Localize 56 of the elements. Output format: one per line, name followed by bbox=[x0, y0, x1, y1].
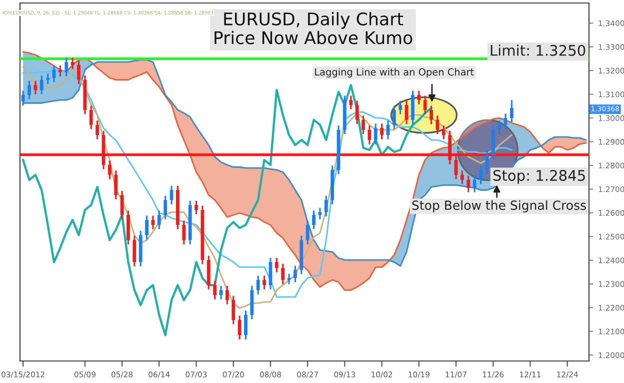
candlestick bbox=[417, 90, 421, 105]
candlestick bbox=[349, 94, 353, 110]
candlestick bbox=[287, 272, 291, 285]
candlestick bbox=[182, 220, 186, 246]
annotation: Stop Below the Signal Cross bbox=[412, 200, 586, 212]
candlestick bbox=[460, 170, 464, 185]
candlestick bbox=[466, 174, 470, 193]
candlestick bbox=[274, 257, 278, 274]
candlestick bbox=[355, 100, 359, 125]
candlestick bbox=[225, 285, 229, 306]
candlestick bbox=[423, 94, 427, 115]
candlestick bbox=[262, 274, 266, 290]
candlestick bbox=[498, 120, 502, 135]
candlestick bbox=[281, 263, 285, 285]
candlestick bbox=[145, 214, 148, 240]
candlestick bbox=[164, 194, 168, 220]
candlestick bbox=[256, 274, 260, 296]
candlestick bbox=[64, 57, 68, 78]
candlestick bbox=[77, 60, 80, 85]
candlestick bbox=[28, 80, 31, 100]
candlestick bbox=[374, 122, 378, 146]
text: EURUSD, Daily Chart Price Now Above Kumo bbox=[214, 12, 412, 44]
candlestick bbox=[362, 114, 365, 135]
candlestick bbox=[430, 104, 433, 125]
candlestick bbox=[442, 124, 446, 140]
candlestick bbox=[213, 280, 217, 300]
candlestick bbox=[318, 207, 322, 220]
candlestick bbox=[294, 264, 297, 284]
candlestick bbox=[472, 174, 476, 193]
candlestick bbox=[157, 210, 161, 230]
candlestick bbox=[380, 122, 384, 140]
candlestick bbox=[479, 164, 482, 185]
candlestick bbox=[21, 90, 25, 106]
candlestick bbox=[398, 100, 402, 115]
ref-line-label: Limit: 1.3250 bbox=[490, 44, 586, 56]
candlestick bbox=[108, 160, 112, 180]
candlestick bbox=[510, 99, 514, 124]
candlestick bbox=[392, 104, 396, 130]
candlestick bbox=[70, 57, 74, 70]
candlestick bbox=[40, 74, 44, 96]
annotation: Lagging Line with an Open Chart bbox=[315, 68, 474, 78]
candlestick bbox=[132, 235, 136, 268]
candlestick bbox=[324, 194, 328, 218]
ref-line-label: Stop: 1.2845 bbox=[493, 170, 585, 184]
candlestick bbox=[306, 220, 310, 246]
candlestick bbox=[368, 124, 372, 146]
candlestick bbox=[244, 310, 248, 340]
candlestick bbox=[89, 104, 93, 130]
candlestick bbox=[114, 170, 118, 200]
candlestick bbox=[312, 210, 316, 230]
candlestick bbox=[46, 72, 50, 85]
candlestick bbox=[238, 314, 242, 340]
candlestick bbox=[58, 64, 62, 78]
candlestick bbox=[96, 120, 100, 140]
candlestick bbox=[194, 200, 198, 216]
candlestick bbox=[232, 295, 236, 326]
